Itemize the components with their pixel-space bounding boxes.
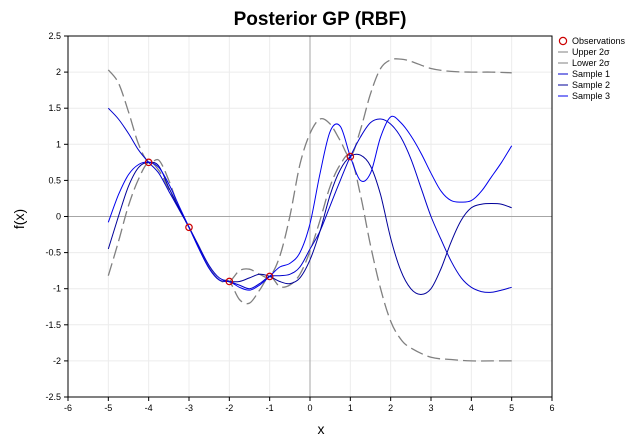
x-tick-label: -6	[64, 403, 72, 413]
x-tick-label: 5	[509, 403, 514, 413]
y-tick-label: -1	[53, 284, 61, 294]
legend-label: Lower 2σ	[572, 58, 610, 68]
y-tick-label: -2.5	[45, 392, 61, 402]
x-tick-label: 1	[348, 403, 353, 413]
legend-label: Sample 1	[572, 69, 610, 79]
x-tick-label: 3	[428, 403, 433, 413]
tick-labels: -6 -5 -4 -3 -2 -1 0 1 2 3 4 5 6 -2.5 -2 -1.5 -1 -0.5 0 0.5 1…	[45, 31, 554, 413]
y-tick-label: 2	[56, 67, 61, 77]
x-tick-label: -2	[225, 403, 233, 413]
series-line-4	[107, 153, 512, 296]
observation-marker	[185, 223, 193, 232]
y-tick-label: -1.5	[45, 320, 61, 330]
y-tick-label: 0.5	[48, 175, 61, 185]
x-tick-label: 2	[388, 403, 393, 413]
y-tick-label: 0	[56, 212, 61, 222]
y-tick-label: 2.5	[48, 31, 61, 41]
x-tick-label: -3	[185, 403, 193, 413]
x-axis-label: x	[318, 421, 325, 437]
y-axis-label: f(x)	[11, 209, 27, 229]
x-tick-label: -1	[266, 403, 274, 413]
x-tick-label: -5	[104, 403, 112, 413]
series-line-3	[107, 107, 512, 293]
chart-title: Posterior GP (RBF)	[234, 9, 407, 30]
zero-lines	[68, 36, 552, 397]
observation-markers	[144, 152, 355, 286]
legend-label: Observations	[572, 36, 626, 46]
series-lines	[107, 58, 513, 362]
y-tick-label: -0.5	[45, 248, 61, 258]
observation-marker	[225, 277, 234, 286]
observation-marker	[144, 158, 153, 167]
x-tick-label: 0	[307, 403, 312, 413]
x-tick-label: 6	[549, 403, 554, 413]
x-tick-label: -4	[145, 403, 153, 413]
y-tick-label: -2	[53, 356, 61, 366]
observation-marker	[265, 272, 274, 281]
legend-label: Sample 3	[572, 91, 610, 101]
x-tick-label: 4	[469, 403, 474, 413]
observation-marker	[346, 152, 355, 161]
legend-label: Sample 2	[572, 80, 610, 90]
legend-label: Upper 2σ	[572, 47, 610, 57]
legend-marker-observations	[558, 36, 568, 46]
series-line-1	[107, 58, 512, 283]
series-line-5	[107, 115, 513, 291]
series-line-2	[107, 69, 512, 362]
y-tick-label: 1	[56, 139, 61, 149]
y-tick-label: 1.5	[48, 103, 61, 113]
